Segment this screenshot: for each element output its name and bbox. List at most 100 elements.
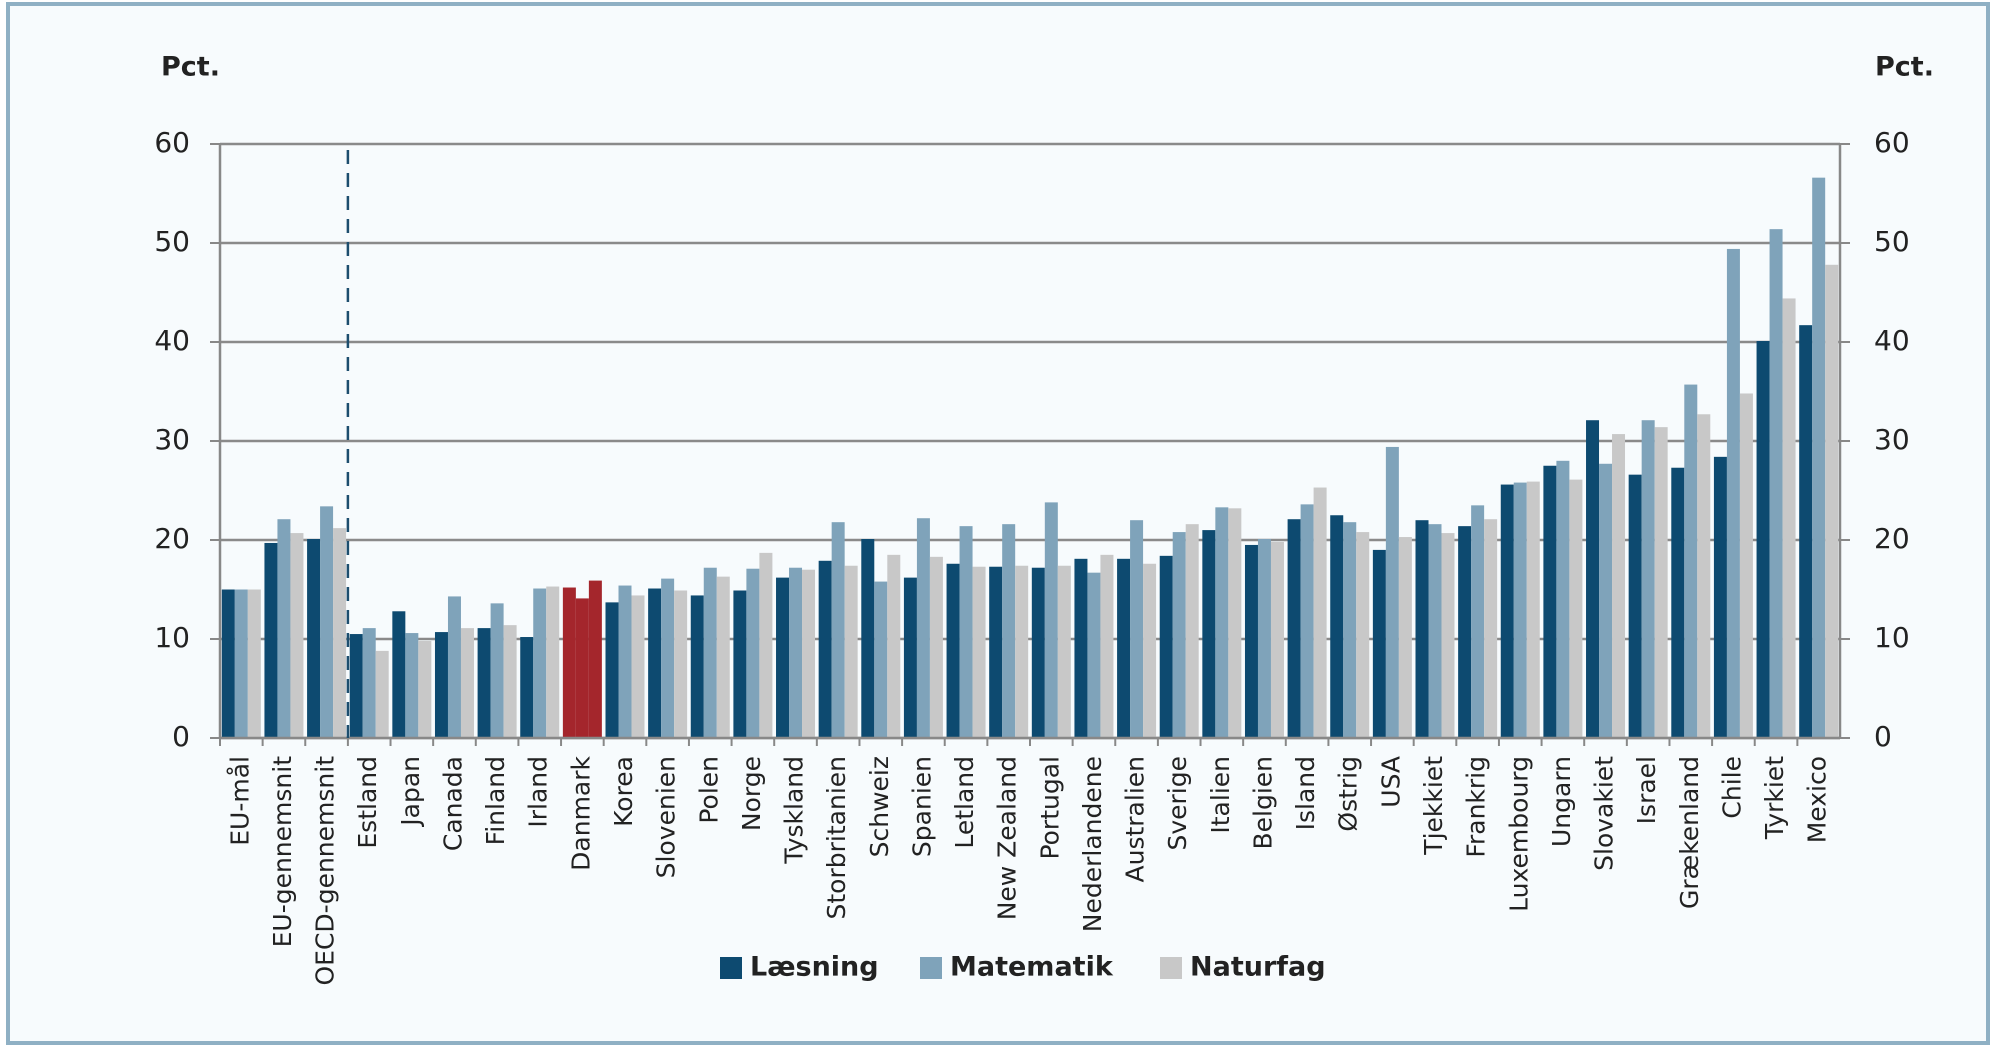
- y-tick-label: 30: [154, 423, 190, 456]
- bar: [1458, 526, 1472, 738]
- bar: [264, 542, 278, 738]
- legend-label: Naturfag: [1190, 952, 1326, 983]
- x-tick-label: EU-gennemsnit: [268, 756, 297, 948]
- bar: [1726, 248, 1740, 738]
- bar: [1343, 522, 1357, 738]
- bar: [1612, 434, 1626, 738]
- x-tick-label: Canada: [438, 756, 467, 851]
- x-tick-label: Nederlandene: [1078, 756, 1107, 932]
- x-tick-label: Finland: [481, 756, 510, 845]
- bar: [221, 589, 235, 738]
- bar: [1684, 384, 1698, 738]
- x-tick-label: Estland: [353, 756, 382, 849]
- x-tick-label: Østrig: [1334, 756, 1363, 832]
- bar: [1713, 456, 1727, 738]
- bar: [1769, 229, 1783, 738]
- bar: [1471, 505, 1485, 738]
- x-tick-label: Frankrig: [1462, 756, 1491, 858]
- bar: [789, 567, 803, 738]
- y-tick-label: 50: [154, 225, 190, 258]
- bar: [1372, 549, 1386, 738]
- bar: [1428, 524, 1442, 738]
- bar: [690, 595, 704, 738]
- x-tick-label: Tyskland: [780, 756, 809, 865]
- bar: [1825, 264, 1839, 738]
- bar: [703, 567, 717, 738]
- bar: [1015, 565, 1029, 738]
- y-tick-label: 40: [154, 324, 190, 357]
- bar: [903, 577, 917, 738]
- legend-label: Læsning: [750, 952, 879, 983]
- bar: [818, 560, 832, 738]
- bar: [333, 528, 347, 738]
- bar: [1330, 515, 1344, 738]
- x-tick-label: Norge: [737, 756, 766, 831]
- bar: [1526, 481, 1540, 738]
- bar: [618, 585, 632, 738]
- bar: [929, 556, 943, 738]
- legend-swatch: [920, 957, 942, 979]
- legend-swatch: [1160, 957, 1182, 979]
- bar: [1031, 567, 1045, 738]
- x-tick-label: Belgien: [1248, 756, 1277, 850]
- bar: [1398, 537, 1412, 738]
- bar: [1202, 530, 1216, 738]
- x-tick-label: Slovakiet: [1590, 756, 1619, 871]
- bar: [972, 566, 986, 738]
- bar: [874, 581, 888, 738]
- x-tick-label: Japan: [396, 756, 425, 828]
- bar: [831, 522, 845, 738]
- bar: [447, 596, 461, 738]
- bar: [1087, 572, 1101, 738]
- bar: [1074, 558, 1088, 738]
- x-tick-label: Spanien: [907, 756, 936, 857]
- y2-tick-label: 40: [1874, 324, 1910, 357]
- bar: [1100, 554, 1114, 738]
- bar: [916, 518, 930, 738]
- bar: [631, 595, 645, 738]
- bar: [1356, 532, 1370, 738]
- bar: [520, 637, 534, 738]
- bar: [1300, 504, 1314, 738]
- bar: [1671, 467, 1685, 738]
- x-tick-label: Schweiz: [865, 756, 894, 857]
- bar: [1599, 463, 1613, 738]
- bar: [946, 563, 960, 738]
- x-tick-label: Israel: [1632, 756, 1661, 824]
- x-tick-label: Irland: [524, 756, 553, 828]
- x-tick-label: New Zealand: [993, 756, 1022, 920]
- bar: [320, 506, 334, 738]
- bar: [1739, 393, 1753, 738]
- x-tick-label: Mexico: [1803, 756, 1832, 843]
- bar: [989, 566, 1003, 738]
- x-tick-label: Ungarn: [1547, 756, 1576, 847]
- bar: [434, 632, 448, 738]
- bar: [562, 587, 576, 738]
- bar: [1002, 524, 1016, 738]
- bar: [307, 539, 321, 738]
- bar: [1044, 502, 1058, 738]
- x-tick-label: OECD-gennemsnit: [311, 756, 340, 986]
- legend-swatch: [720, 957, 742, 979]
- bar: [1586, 420, 1600, 738]
- bar: [1143, 563, 1157, 738]
- x-tick-label: Australien: [1121, 756, 1150, 883]
- y-axis-label: Pct.: [161, 52, 220, 83]
- x-tick-label: Island: [1291, 756, 1320, 830]
- x-tick-label: Tyrkiet: [1760, 756, 1789, 840]
- y2-tick-label: 30: [1874, 423, 1910, 456]
- x-tick-label: Sverige: [1163, 756, 1192, 851]
- bar: [1484, 519, 1498, 738]
- y2-tick-label: 0: [1874, 720, 1892, 753]
- bar: [460, 628, 474, 738]
- x-tick-label: Luxembourg: [1504, 756, 1533, 912]
- bar: [1385, 446, 1399, 738]
- bar: [588, 580, 602, 738]
- y-tick-label: 0: [172, 720, 190, 753]
- bar: [1228, 508, 1242, 738]
- bar: [759, 552, 773, 738]
- bar: [1057, 565, 1071, 738]
- bar: [716, 576, 730, 738]
